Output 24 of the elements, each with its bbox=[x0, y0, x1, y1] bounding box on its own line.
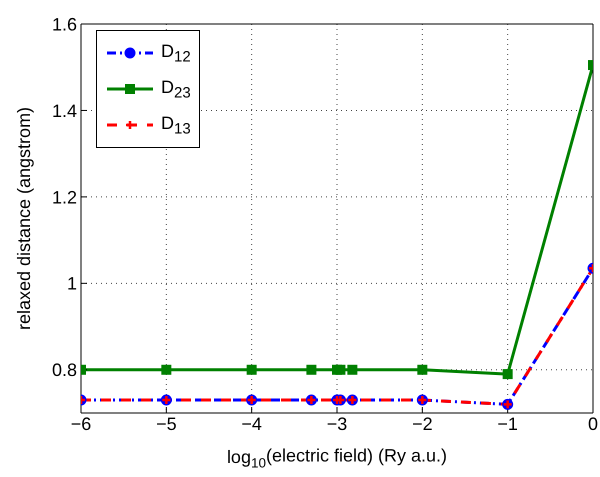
y-tick-label: 0.8 bbox=[52, 360, 77, 380]
point bbox=[161, 364, 172, 375]
y-tick-label: 1 bbox=[66, 274, 77, 294]
y-tick-label: 1.2 bbox=[52, 187, 77, 208]
x-axis-title: log$_{10}$(electric field) (Ry a.u.) bbox=[226, 445, 448, 471]
legend-label: D$_{23}$ bbox=[161, 76, 191, 102]
x-tick-label: −5 bbox=[156, 414, 177, 434]
x-tick-label: −4 bbox=[241, 414, 262, 434]
x-tick-label: −6 bbox=[70, 414, 92, 434]
y-tick-label: 1.4 bbox=[52, 100, 77, 121]
x-tick-label: −2 bbox=[412, 414, 433, 434]
point bbox=[417, 364, 428, 375]
y-tick-label: 1.6 bbox=[52, 14, 77, 34]
point bbox=[335, 364, 346, 375]
legend-label: D$_{13}$ bbox=[161, 112, 191, 138]
x-tick-label: −1 bbox=[497, 414, 518, 434]
point bbox=[502, 369, 513, 380]
x-tick-label: 0 bbox=[588, 414, 598, 434]
point bbox=[306, 364, 316, 375]
x-tick-label: −3 bbox=[326, 414, 348, 434]
legend-label: D$_{12}$ bbox=[161, 40, 191, 66]
point bbox=[347, 364, 358, 375]
point bbox=[246, 364, 257, 375]
y-axis-title: relaxed distance (angstrom) bbox=[14, 106, 34, 330]
